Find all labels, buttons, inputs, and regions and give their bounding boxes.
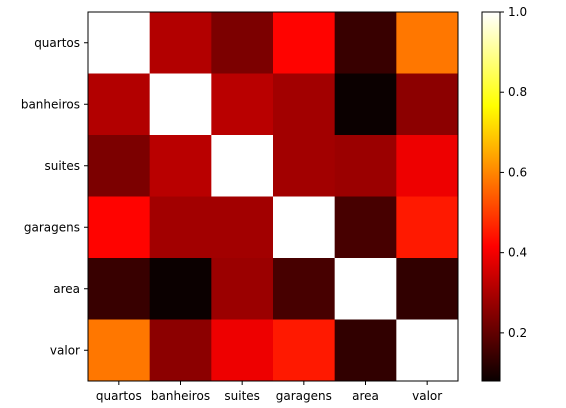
heatmap-cell-garagens-suites bbox=[211, 196, 274, 259]
x-tick-label: valor bbox=[412, 389, 442, 403]
heatmap-cell-quartos-banheiros bbox=[149, 12, 212, 74]
colorbar: 0.2 0.4 0.6 0.8 1.0 bbox=[481, 5, 527, 382]
x-tick-label: quartos bbox=[96, 389, 142, 403]
heatmap-cell-suites-valor bbox=[396, 135, 459, 197]
heatmap-cell-area-banheiros bbox=[149, 258, 212, 320]
heatmap-cell-suites-suites bbox=[211, 135, 274, 197]
heatmap-cell-banheiros-banheiros bbox=[149, 73, 212, 136]
heatmap-cell-suites-area bbox=[334, 135, 397, 197]
heatmap-cell-banheiros-area bbox=[334, 73, 397, 136]
colorbar-ticks: 0.2 0.4 0.6 0.8 1.0 bbox=[500, 5, 527, 340]
y-tick-label: quartos bbox=[34, 36, 80, 50]
heatmap-cell-suites-garagens bbox=[273, 135, 336, 197]
y-tick-label: valor bbox=[50, 343, 80, 357]
heatmap-cell-valor-suites bbox=[211, 319, 274, 382]
y-tick-label: banheiros bbox=[21, 97, 80, 111]
heatmap-cell-banheiros-valor bbox=[396, 73, 459, 136]
y-tick-label: garagens bbox=[24, 220, 80, 234]
heatmap-cell-quartos-quartos bbox=[88, 12, 151, 74]
y-tick-label: area bbox=[53, 282, 80, 296]
heatmap-cell-garagens-banheiros bbox=[149, 196, 212, 259]
heatmap-cell-area-quartos bbox=[88, 258, 151, 320]
heatmap-cells bbox=[88, 12, 459, 382]
x-axis-ticks: quartos banheiros suites garagens area valor bbox=[96, 381, 442, 403]
x-tick-label: suites bbox=[224, 389, 260, 403]
colorbar-tick-label: 0.8 bbox=[508, 85, 527, 99]
heatmap-cell-garagens-valor bbox=[396, 196, 459, 259]
heatmap-cell-quartos-suites bbox=[211, 12, 274, 74]
y-tick-label: suites bbox=[44, 159, 80, 173]
heatmap-cell-area-suites bbox=[211, 258, 274, 320]
heatmap-cell-banheiros-quartos bbox=[88, 73, 151, 136]
heatmap-cell-suites-banheiros bbox=[149, 135, 212, 197]
heatmap-cell-valor-banheiros bbox=[149, 319, 212, 382]
heatmap-cell-valor-garagens bbox=[273, 319, 336, 382]
heatmap-cell-garagens-area bbox=[334, 196, 397, 259]
heatmap-cell-banheiros-suites bbox=[211, 73, 274, 136]
heatmap-cell-garagens-garagens bbox=[273, 196, 336, 259]
x-tick-label: area bbox=[352, 389, 379, 403]
heatmap-cell-quartos-area bbox=[334, 12, 397, 74]
heatmap-cell-suites-quartos bbox=[88, 135, 151, 197]
heatmap-cell-valor-quartos bbox=[88, 319, 151, 382]
heatmap-cell-valor-valor bbox=[396, 319, 459, 382]
x-tick-label: garagens bbox=[276, 389, 332, 403]
x-tick-label: banheiros bbox=[151, 389, 210, 403]
heatmap-cell-valor-area bbox=[334, 319, 397, 382]
heatmap-cell-garagens-quartos bbox=[88, 196, 151, 259]
colorbar-tick-label: 1.0 bbox=[508, 5, 527, 19]
heatmap-cell-quartos-garagens bbox=[273, 12, 336, 74]
plot-frame bbox=[87, 11, 459, 382]
heatmap-cell-area-valor bbox=[396, 258, 459, 320]
colorbar-tick-label: 0.6 bbox=[508, 165, 527, 179]
heatmap-cell-quartos-valor bbox=[396, 12, 459, 74]
colorbar-gradient bbox=[481, 11, 501, 382]
colorbar-tick-label: 0.4 bbox=[508, 246, 527, 260]
heatmap-cell-banheiros-garagens bbox=[273, 73, 336, 136]
y-axis-ticks: quartos banheiros suites garagens area valor bbox=[21, 36, 88, 357]
heatmap-cell-area-area bbox=[334, 258, 397, 320]
colorbar-tick-label: 0.2 bbox=[508, 326, 527, 340]
heatmap-cell-area-garagens bbox=[273, 258, 336, 320]
